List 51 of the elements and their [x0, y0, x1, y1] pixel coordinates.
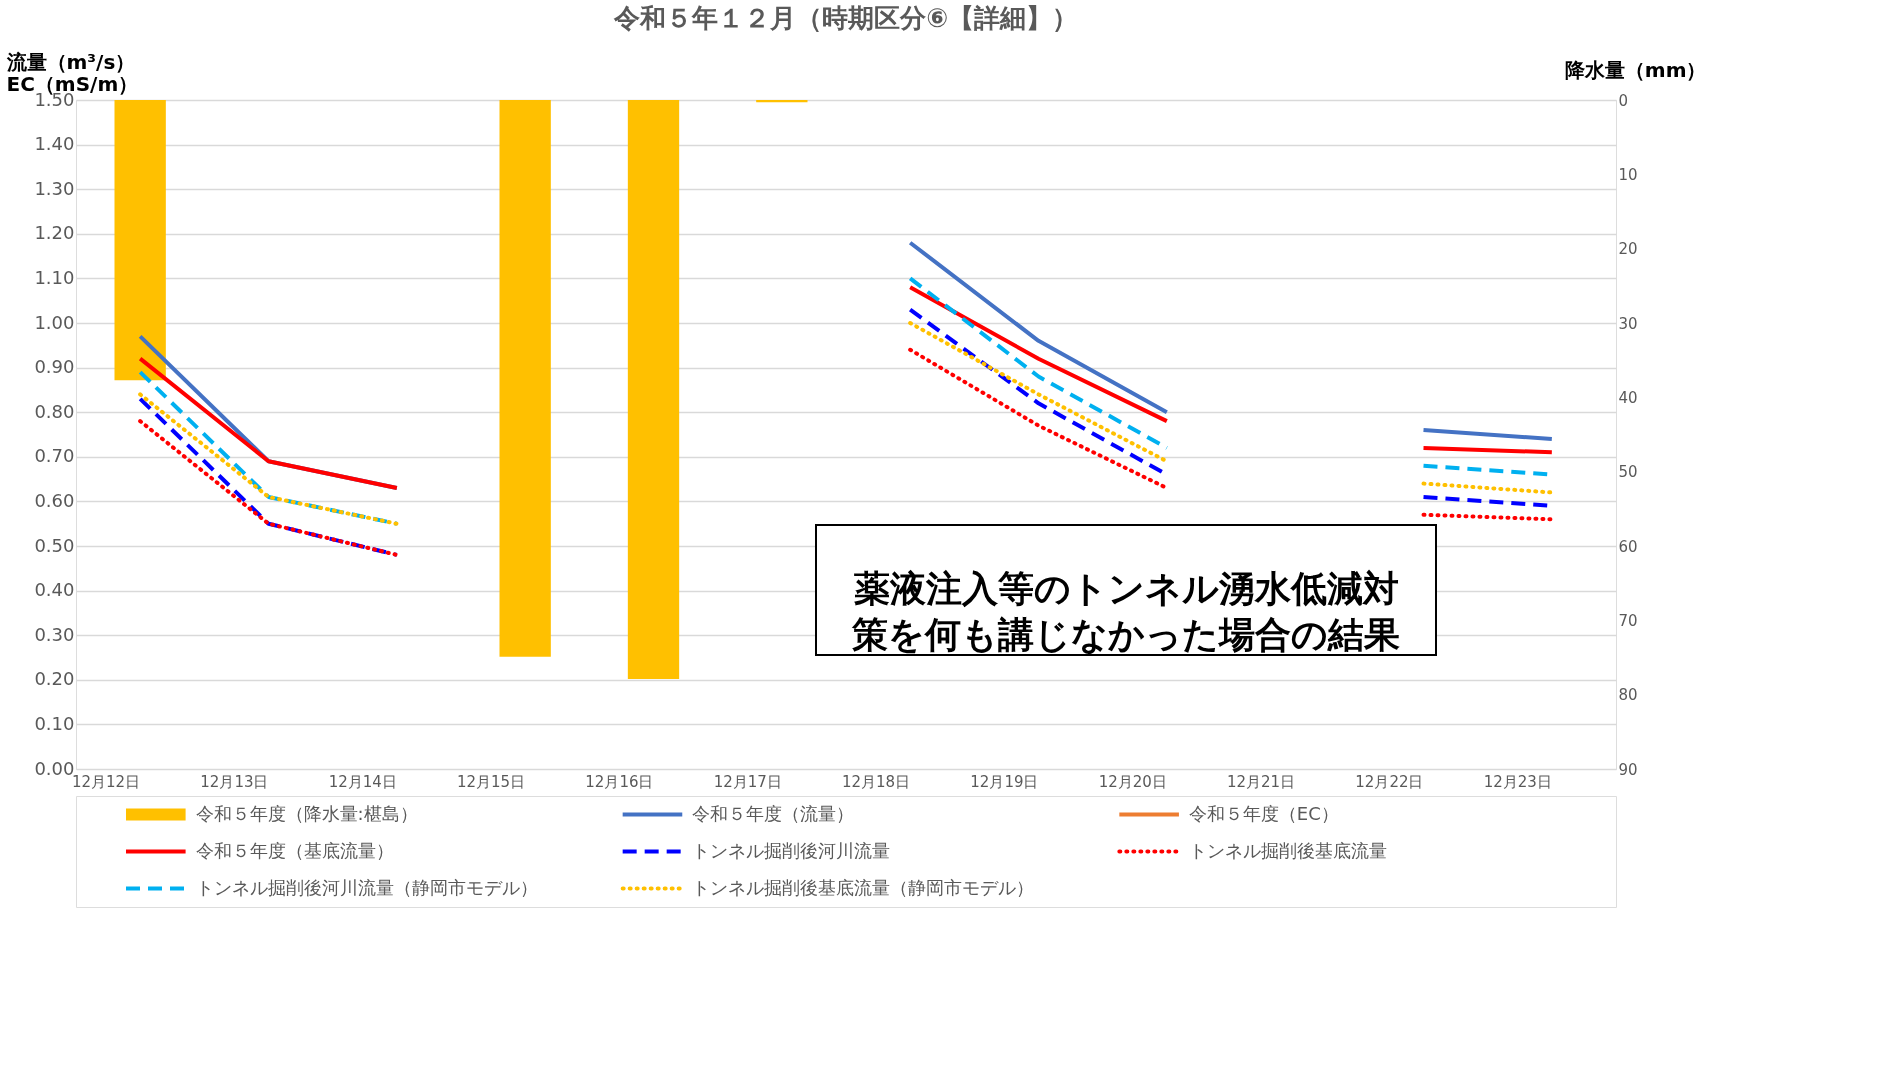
- x-tick-label: 12月19日: [970, 772, 1039, 791]
- y2-axis-title: 降水量（mm）: [1564, 57, 1707, 82]
- y-tick-label: 0.30: [34, 623, 75, 645]
- legend-label: トンネル掘削後基底流量（静岡市モデル）: [692, 876, 1035, 898]
- x-tick-label: 12月14日: [328, 772, 397, 791]
- y-tick-label: 1.00: [34, 311, 75, 333]
- y-tick-label: 0.10: [34, 712, 75, 734]
- bar: [499, 100, 551, 657]
- legend-label: 令和５年度（降水量:椹島）: [195, 802, 418, 824]
- y-tick-label: 0.90: [34, 356, 75, 378]
- y-tick-label: 0.70: [34, 445, 75, 467]
- y2-tick-label: 0: [1618, 91, 1629, 110]
- legend-label: 令和５年度（基底流量）: [195, 839, 394, 861]
- x-tick-label: 12月13日: [200, 772, 269, 791]
- legend-label: トンネル掘削後河川流量（静岡市モデル）: [195, 876, 538, 898]
- x-tick-label: 12月17日: [713, 772, 782, 791]
- y2-tick-label: 40: [1618, 388, 1638, 407]
- y-tick-label: 0.60: [34, 489, 75, 511]
- y-tick-label: 1.20: [34, 222, 75, 244]
- y2-tick-label: 20: [1618, 240, 1638, 259]
- x-tick-label: 12月23日: [1483, 772, 1552, 791]
- x-tick-label: 12月21日: [1226, 772, 1296, 791]
- y-tick-label: 1.10: [34, 266, 75, 288]
- legend-label: トンネル掘削後基底流量: [1188, 839, 1387, 861]
- y2-tick-label: 10: [1618, 165, 1638, 184]
- x-tick-label: 12月22日: [1355, 772, 1424, 791]
- x-tick-label: 12月16日: [585, 772, 654, 791]
- y-tick-label: 1.30: [34, 177, 75, 199]
- y-tick-label: 1.40: [34, 133, 75, 155]
- y2-tick-label: 60: [1618, 537, 1638, 556]
- y-tick-label: 0.50: [34, 534, 75, 556]
- y2-tick-label: 80: [1618, 686, 1638, 705]
- annotation: 薬液注入等のトンネル湧水低減対策を何も講じなかった場合の結果: [851, 568, 1400, 655]
- chart-title: 令和５年１２月（時期区分⑥【詳細】）: [612, 3, 1079, 33]
- y-tick-label: 0.20: [34, 668, 75, 690]
- y-tick-label: 0.80: [34, 400, 75, 422]
- x-tick-label: 12月20日: [1098, 772, 1167, 791]
- y2-tick-label: 90: [1618, 760, 1638, 779]
- y2-tick-label: 50: [1618, 463, 1638, 482]
- y-tick-label: 0.00: [34, 757, 75, 779]
- legend-label: トンネル掘削後河川流量: [692, 839, 891, 861]
- y2-tick-label: 30: [1618, 314, 1638, 333]
- bar: [756, 100, 808, 103]
- y2-tick-label: 70: [1618, 611, 1638, 630]
- bar: [114, 100, 166, 381]
- y-tick-label: 0.40: [34, 579, 75, 601]
- x-tick-label: 12月15日: [456, 772, 526, 791]
- legend-label: 令和５年度（EC）: [1188, 802, 1339, 824]
- legend-label: 令和５年度（流量）: [692, 802, 855, 824]
- x-tick-label: 12月18日: [841, 772, 911, 791]
- bar: [627, 100, 680, 680]
